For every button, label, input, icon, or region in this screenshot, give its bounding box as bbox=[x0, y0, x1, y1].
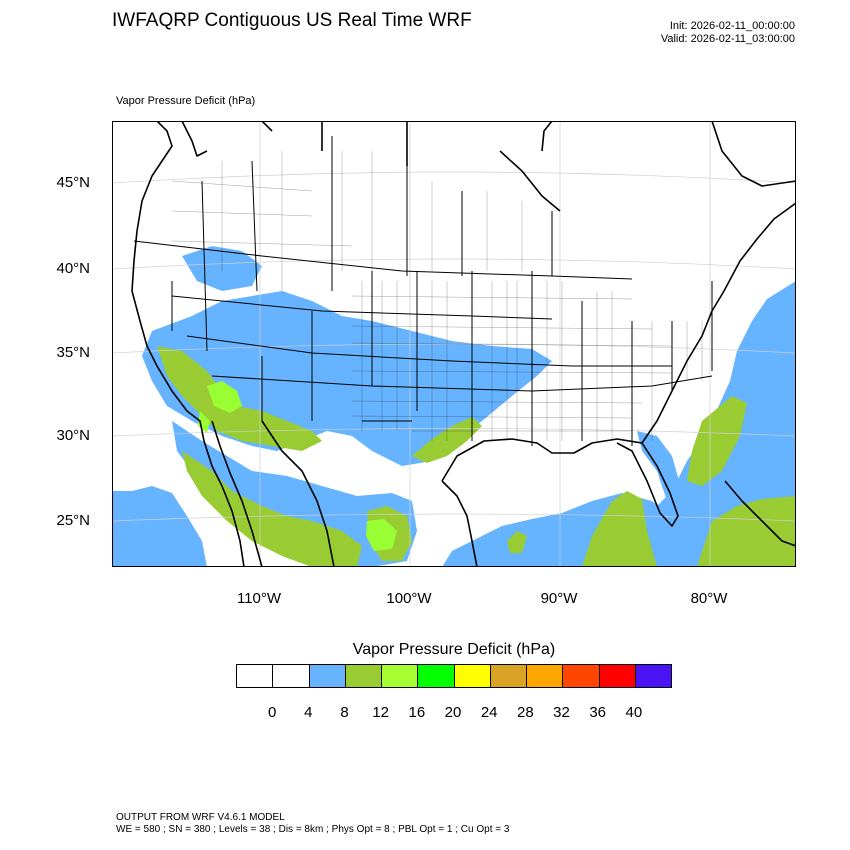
legend-swatch-7 bbox=[490, 665, 527, 687]
lat-label-35: 35°N bbox=[56, 344, 90, 361]
map-frame bbox=[112, 121, 796, 567]
legend-swatch-4 bbox=[382, 665, 419, 687]
legend-label-12: 12 bbox=[372, 704, 389, 721]
run-times: Init: 2026-02-11_00:00:00 Valid: 2026-02… bbox=[661, 20, 795, 46]
legend-label-40: 40 bbox=[625, 704, 643, 721]
valid-time: Valid: 2026-02-11_03:00:00 bbox=[660, 33, 795, 45]
pacific-ocean-shading bbox=[112, 486, 207, 567]
atlantic-ocean-shading bbox=[582, 281, 796, 567]
legend-label-28: 28 bbox=[516, 704, 534, 721]
legend-label-36: 36 bbox=[589, 704, 606, 721]
model-info: OUTPUT FROM WRF V4.6.1 MODEL WE = 580 ; … bbox=[116, 812, 509, 836]
legend-title: Vapor Pressure Deficit (hPa) bbox=[352, 641, 556, 658]
legend-swatch-8 bbox=[527, 665, 564, 687]
lat-label-45: 45°N bbox=[56, 174, 90, 191]
lon-label-100w: 100°W bbox=[386, 590, 432, 607]
ocean-green-patch bbox=[687, 396, 747, 486]
init-time: Init: 2026-02-11_00:00:00 bbox=[669, 20, 795, 32]
legend-label-20: 20 bbox=[444, 704, 462, 721]
field-label: Vapor Pressure Deficit (hPa) bbox=[116, 95, 256, 107]
legend-swatch-6 bbox=[454, 665, 491, 687]
gulf-green-patch bbox=[582, 491, 657, 567]
legend-swatch-0 bbox=[237, 665, 274, 687]
legend-swatch-1 bbox=[273, 665, 310, 687]
legend-label-16: 16 bbox=[408, 704, 426, 721]
legend-swatch-11 bbox=[635, 665, 671, 687]
lat-label-25: 25°N bbox=[56, 512, 90, 529]
lon-label-110w: 110°W bbox=[236, 590, 282, 607]
legend-label-4: 4 bbox=[304, 704, 313, 721]
legend-label-8: 8 bbox=[340, 704, 349, 721]
legend-label-0: 0 bbox=[267, 704, 277, 721]
legend-swatch-2 bbox=[309, 665, 346, 687]
legend-swatch-3 bbox=[345, 665, 382, 687]
legend-swatch-5 bbox=[418, 665, 455, 687]
legend-colorbar bbox=[236, 664, 672, 688]
mexico-blue-region bbox=[172, 421, 417, 567]
county-borders bbox=[171, 151, 703, 441]
southwest-green-region bbox=[157, 346, 322, 451]
arizona-bright-green-core bbox=[207, 381, 242, 413]
model-info-line1: OUTPUT FROM WRF V4.6.1 MODEL bbox=[116, 812, 285, 823]
lat-label-30: 30°N bbox=[56, 427, 90, 444]
caribbean-green-patch bbox=[697, 496, 796, 567]
gulf-green-patch-2 bbox=[507, 531, 527, 553]
mexico-bright-green-core bbox=[366, 519, 397, 551]
lat-label-40: 40°N bbox=[56, 260, 90, 277]
legend-label-32: 32 bbox=[553, 704, 570, 721]
graticule bbox=[112, 121, 796, 567]
legend-swatch-9 bbox=[563, 665, 600, 687]
page-title: IWFAQRP Contiguous US Real Time WRF bbox=[112, 10, 472, 31]
state-borders bbox=[133, 136, 713, 446]
legend-swatch-10 bbox=[599, 665, 636, 687]
mexico-green-region bbox=[182, 451, 362, 567]
lon-label-80w: 80°W bbox=[690, 590, 728, 607]
lon-label-90w: 90°W bbox=[540, 590, 578, 607]
legend-label-24: 24 bbox=[480, 704, 498, 721]
model-info-line2: WE = 580 ; SN = 380 ; Levels = 38 ; Dis … bbox=[116, 824, 510, 835]
map-panel bbox=[112, 121, 796, 567]
